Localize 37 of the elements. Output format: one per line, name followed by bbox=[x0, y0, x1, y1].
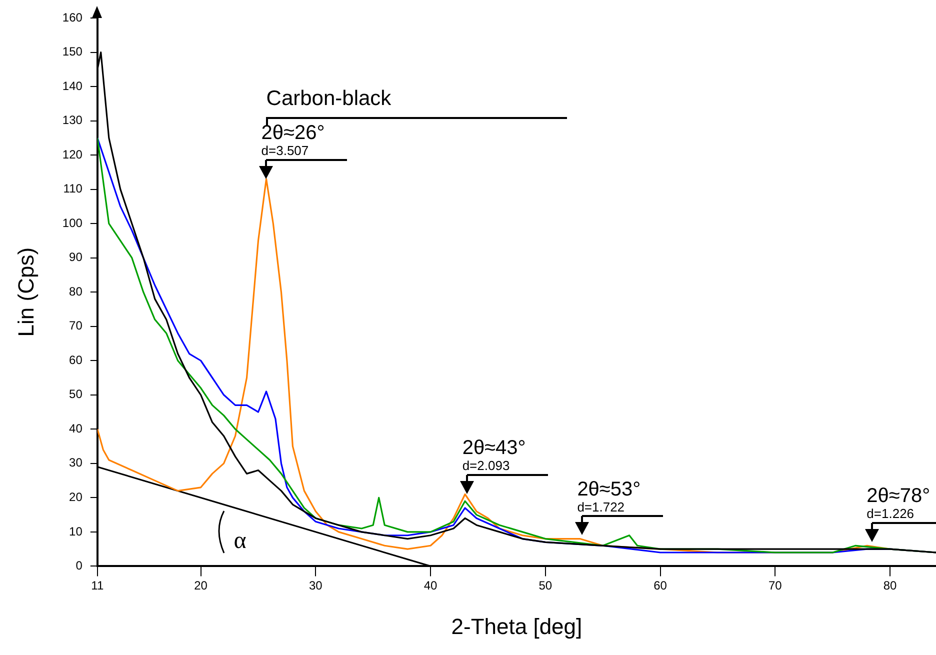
y-tick-label: 150 bbox=[62, 44, 83, 59]
annotation: d=2.093 bbox=[462, 458, 510, 474]
annotation: d=1.226 bbox=[866, 506, 914, 522]
annotation: d=1.722 bbox=[577, 499, 625, 514]
y-tick-label: 160 bbox=[62, 10, 83, 24]
annotation: 2θ≈43° bbox=[462, 437, 526, 460]
y-tick-label: 30 bbox=[69, 456, 83, 470]
x-tick-label: 60 bbox=[654, 578, 668, 593]
x-tick-label: 30 bbox=[309, 578, 323, 593]
annotation: α bbox=[234, 528, 247, 554]
x-tick-label: 40 bbox=[424, 578, 438, 593]
annotation: 2θ≈78° bbox=[866, 485, 930, 508]
x-tick-label: 80 bbox=[883, 578, 898, 593]
y-tick-label: 140 bbox=[62, 78, 83, 93]
x-tick-label: 50 bbox=[538, 578, 552, 593]
annotation: 2θ≈53° bbox=[577, 478, 641, 500]
y-tick-label: 80 bbox=[69, 284, 83, 298]
x-tick-label: 20 bbox=[194, 578, 208, 593]
y-tick-label: 50 bbox=[69, 387, 83, 402]
x-tick-label: 70 bbox=[768, 578, 782, 593]
y-tick-label: 120 bbox=[62, 147, 83, 162]
x-axis-title: 2-Theta [deg] bbox=[451, 614, 582, 639]
y-tick-label: 70 bbox=[69, 318, 83, 333]
y-tick-label: 20 bbox=[69, 490, 83, 504]
annotation: Carbon-black bbox=[266, 87, 392, 110]
y-tick-label: 100 bbox=[62, 216, 83, 230]
x-tick-label: 11 bbox=[91, 578, 104, 593]
y-tick-label: 60 bbox=[69, 352, 83, 367]
y-tick-label: 130 bbox=[62, 113, 83, 128]
y-tick-label: 90 bbox=[69, 250, 83, 264]
annotation: 2θ≈26° bbox=[261, 122, 325, 144]
y-tick-label: 0 bbox=[76, 558, 83, 573]
y-tick-label: 40 bbox=[69, 421, 83, 436]
y-tick-label: 110 bbox=[63, 182, 83, 196]
y-tick-label: 10 bbox=[69, 524, 83, 538]
annotation: d=3.507 bbox=[261, 143, 309, 158]
y-axis-title: Lin (Cps) bbox=[13, 247, 38, 337]
